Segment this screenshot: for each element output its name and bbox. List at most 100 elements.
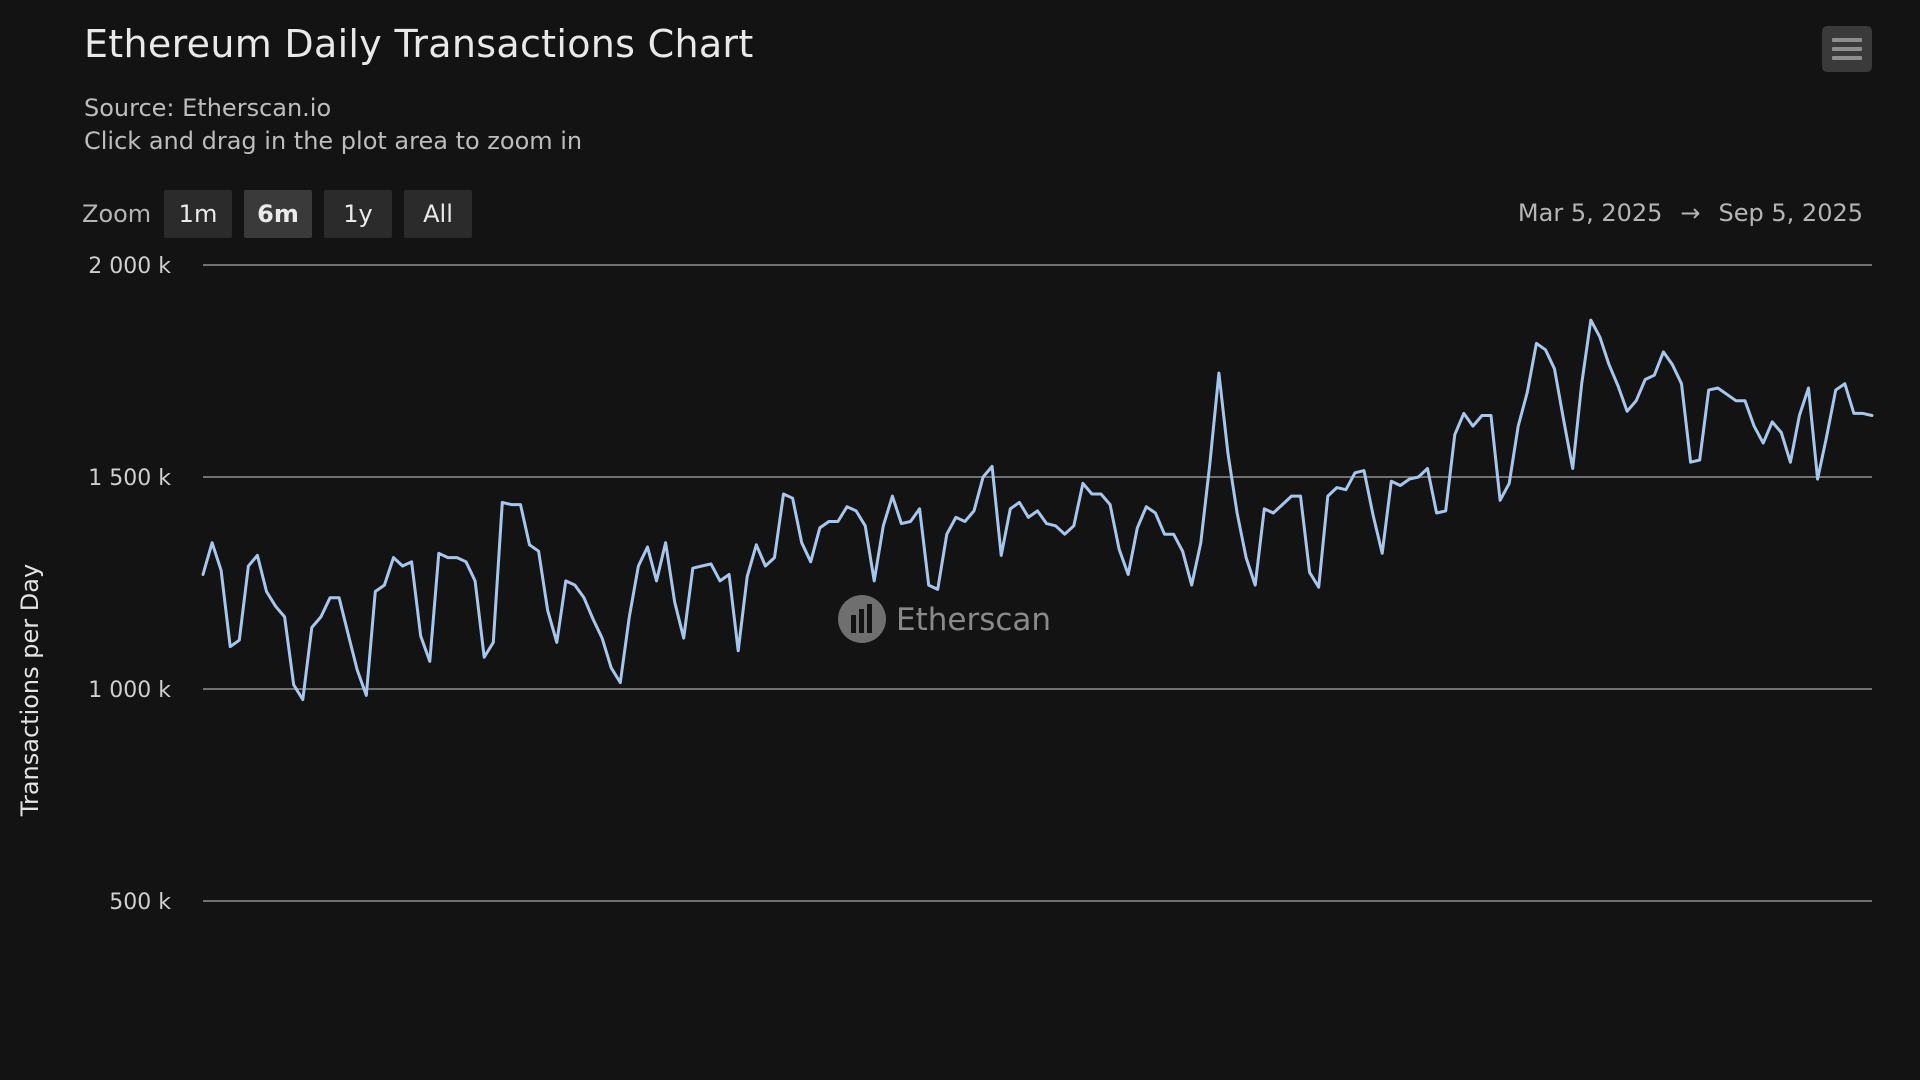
data-point xyxy=(365,694,368,697)
chart-title: Ethereum Daily Transactions Chart xyxy=(84,22,754,66)
y-axis-label: Transactions per Day xyxy=(16,563,44,817)
data-point xyxy=(737,649,740,652)
data-point xyxy=(809,560,812,563)
data-point xyxy=(1244,556,1248,559)
data-point xyxy=(673,600,676,604)
data-point xyxy=(337,596,341,599)
data-point xyxy=(1489,414,1493,417)
data-point xyxy=(455,556,459,559)
zoom-6m-button[interactable]: 6m xyxy=(244,190,312,238)
data-point xyxy=(1517,424,1520,428)
data-point xyxy=(1371,514,1375,517)
data-point xyxy=(1635,399,1638,402)
data-point xyxy=(1063,533,1066,536)
data-point xyxy=(219,569,223,572)
data-point xyxy=(1480,414,1484,417)
data-point xyxy=(1680,382,1683,385)
data-point xyxy=(882,524,885,527)
data-point xyxy=(655,579,658,583)
data-point xyxy=(1562,418,1565,421)
data-point xyxy=(981,475,985,479)
data-point xyxy=(1616,384,1620,387)
data-point xyxy=(265,590,268,593)
data-point xyxy=(1136,526,1139,530)
data-point xyxy=(854,509,858,513)
data-point xyxy=(1081,482,1085,485)
data-point xyxy=(619,681,622,684)
data-point xyxy=(610,666,613,669)
data-point xyxy=(1235,511,1239,515)
data-point xyxy=(1544,348,1547,351)
data-point xyxy=(328,596,332,599)
data-point xyxy=(310,626,313,629)
data-point xyxy=(1254,583,1257,587)
data-point xyxy=(410,560,413,563)
chart-menu-button[interactable] xyxy=(1822,26,1872,72)
data-point xyxy=(1018,501,1021,504)
zoom-1y-button[interactable]: 1y xyxy=(324,190,392,238)
hamburger-menu-icon xyxy=(1832,38,1862,42)
data-point xyxy=(419,634,422,638)
data-point xyxy=(210,541,214,544)
data-point xyxy=(646,545,649,549)
data-point xyxy=(918,507,921,510)
data-point xyxy=(1698,458,1701,462)
y-tick-label: 500 k xyxy=(109,890,171,915)
source-text: Source: Etherscan.io xyxy=(84,94,332,122)
data-point xyxy=(274,605,277,608)
y-tick-label: 1 500 k xyxy=(88,466,171,491)
data-point xyxy=(1843,382,1847,385)
data-point xyxy=(301,698,304,701)
data-point xyxy=(1072,524,1076,527)
data-point xyxy=(727,573,731,576)
data-point xyxy=(891,494,894,498)
data-point xyxy=(664,541,667,544)
data-point xyxy=(346,632,350,636)
data-point xyxy=(1662,350,1665,354)
data-point xyxy=(283,615,286,619)
data-point xyxy=(1807,386,1810,390)
range-from[interactable]: Mar 5, 2025 xyxy=(1517,199,1663,227)
zoom-1m-button[interactable]: 1m xyxy=(164,190,232,238)
y-tick-labels: 500 k 1 000 k 1 500 k 2 000 k xyxy=(88,254,171,915)
data-point xyxy=(564,579,567,583)
data-point xyxy=(691,567,694,570)
data-point xyxy=(963,520,967,523)
data-point xyxy=(1317,586,1320,589)
data-point xyxy=(229,645,232,648)
grid-lines xyxy=(203,264,1872,902)
zoom-all-button[interactable]: All xyxy=(404,190,472,238)
data-point xyxy=(836,520,840,523)
data-point xyxy=(1825,435,1828,438)
data-point xyxy=(446,556,450,559)
data-point xyxy=(1607,363,1611,366)
y-tick-label: 1 000 k xyxy=(88,678,171,703)
data-point xyxy=(256,554,259,557)
data-point xyxy=(936,588,939,591)
data-point xyxy=(1117,547,1121,551)
range-to[interactable]: Sep 5, 2025 xyxy=(1718,199,1863,227)
data-point xyxy=(1771,420,1774,424)
data-point xyxy=(1752,424,1756,428)
data-point xyxy=(1689,461,1692,464)
data-point xyxy=(1054,524,1057,527)
data-point xyxy=(1163,533,1166,536)
data-point xyxy=(746,575,749,578)
data-point xyxy=(247,564,250,568)
data-point xyxy=(1553,367,1556,371)
data-point xyxy=(374,590,377,593)
data-point xyxy=(764,564,767,568)
data-point xyxy=(1290,494,1293,498)
data-point xyxy=(1653,374,1656,377)
data-point xyxy=(927,583,930,587)
data-point xyxy=(1444,509,1447,513)
data-point xyxy=(945,533,948,536)
data-point xyxy=(1326,494,1330,498)
data-point xyxy=(637,564,640,568)
data-point xyxy=(773,556,776,559)
data-point xyxy=(1725,393,1729,396)
data-point xyxy=(383,583,386,587)
data-point xyxy=(1344,488,1348,491)
hamburger-menu-icon-bar xyxy=(1832,56,1862,60)
